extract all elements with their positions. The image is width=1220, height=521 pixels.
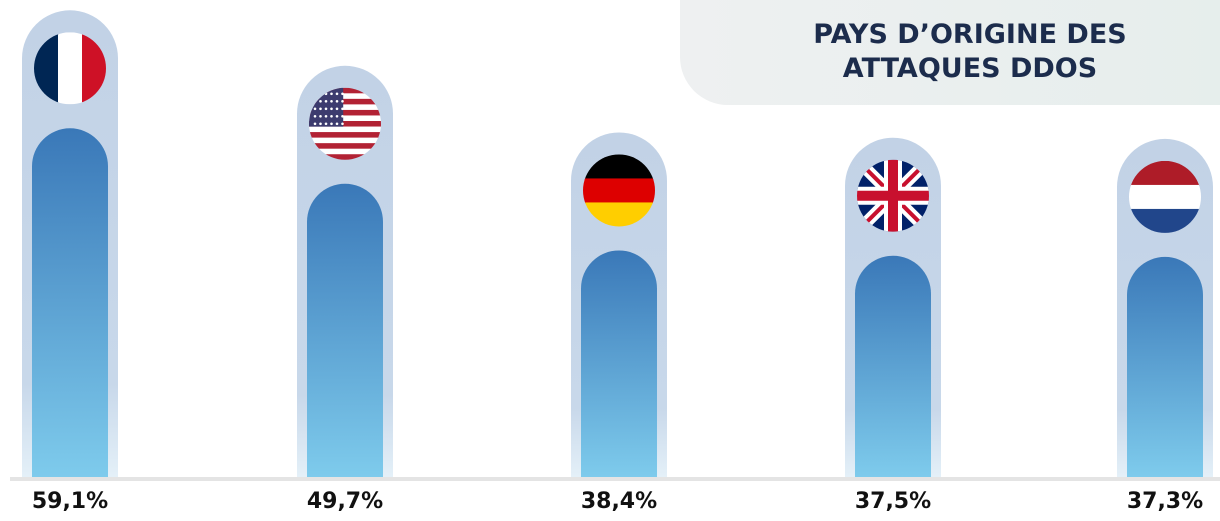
- bar: [855, 255, 931, 477]
- flag-star: [341, 114, 344, 118]
- flag-star: [330, 107, 333, 111]
- flag-star: [319, 99, 322, 103]
- flag-star: [341, 107, 344, 111]
- value-label: 49,7%: [307, 489, 383, 514]
- flag-star: [330, 122, 333, 126]
- flag-star: [324, 107, 328, 111]
- flag-stripe: [1129, 184, 1201, 210]
- flag-stripe: [309, 104, 381, 111]
- flag-star: [335, 114, 339, 118]
- flag-stripe: [309, 143, 381, 150]
- flag-star: [319, 114, 322, 118]
- chart-title: PAYS D’ORIGINE DES ATTAQUES DDOS: [813, 19, 1127, 84]
- flag: [309, 87, 381, 160]
- bar: [581, 250, 657, 477]
- flag-star: [330, 92, 333, 96]
- flag-star: [335, 122, 339, 126]
- value-label: 38,4%: [581, 489, 657, 514]
- flag-stripe: [309, 132, 381, 139]
- flag-star: [324, 122, 328, 126]
- bar: [32, 128, 108, 477]
- flag-stripe: [309, 87, 381, 94]
- flag-star: [335, 92, 339, 96]
- flag-cross: [857, 159, 929, 232]
- flag: [857, 159, 929, 232]
- flag-star: [335, 99, 339, 103]
- value-label: 59,1%: [32, 489, 108, 514]
- bar: [1127, 256, 1203, 477]
- flag-star: [324, 114, 328, 118]
- flag-star: [341, 92, 344, 96]
- flag-stripe: [309, 148, 381, 155]
- flag-star: [324, 99, 328, 103]
- flag-stripe: [309, 93, 381, 100]
- flag-star: [319, 122, 322, 126]
- value-label: 37,5%: [855, 489, 931, 514]
- flag-star: [313, 122, 317, 126]
- bar: [307, 183, 383, 477]
- flag-star: [341, 99, 344, 103]
- flag-star: [313, 107, 317, 111]
- flag-stripe: [309, 121, 381, 128]
- flag-star: [319, 107, 322, 111]
- value-label: 37,3%: [1127, 489, 1203, 514]
- flag-stripe: [309, 109, 381, 116]
- flag-stripe: [309, 98, 381, 105]
- flag-stripe: [309, 137, 381, 144]
- flag-stripe: [58, 32, 83, 105]
- flag-star: [335, 107, 339, 111]
- flag-stripe: [309, 126, 381, 133]
- flag-star: [313, 114, 317, 118]
- flag-stripe: [309, 115, 381, 122]
- flag-stripe: [583, 178, 655, 204]
- flag-star: [341, 122, 344, 126]
- title-box: [680, 0, 1220, 105]
- flag-stripe: [309, 154, 381, 160]
- flag-star: [330, 99, 333, 103]
- flag-star: [330, 114, 333, 118]
